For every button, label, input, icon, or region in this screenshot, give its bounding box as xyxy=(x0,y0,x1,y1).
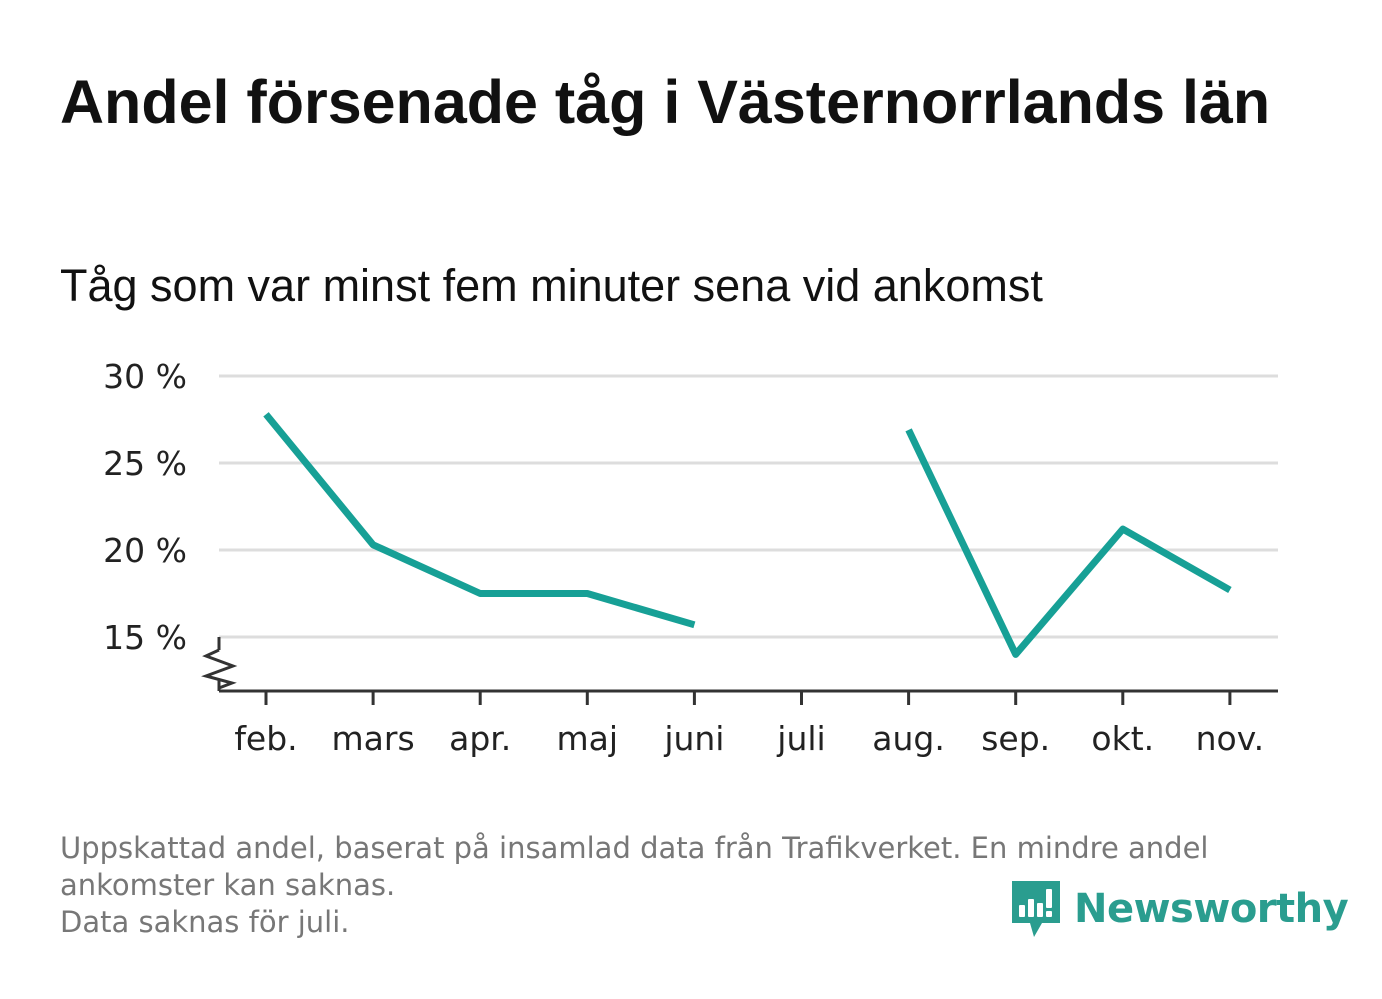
series-line xyxy=(263,412,696,629)
x-tick-label: okt. xyxy=(1091,719,1154,758)
axes xyxy=(201,637,1278,693)
y-tick-label: 15 % xyxy=(103,618,187,657)
x-tick-label: apr. xyxy=(449,719,511,758)
x-tick-label: juli xyxy=(776,719,825,758)
brand-logo: Newsworthy xyxy=(1010,878,1349,940)
x-ticks: feb. mars apr. maj juni juli aug. sep. okt. nov. xyxy=(234,691,1264,758)
chart-title: Andel försenade tåg i Västernorrlands lä… xyxy=(60,68,1271,136)
y-tick-label: 25 % xyxy=(103,444,187,483)
newsworthy-logo-icon xyxy=(1012,881,1060,937)
footnote-line-1: Uppskattad andel, baserat på insamlad da… xyxy=(60,831,1209,865)
x-tick-label: juni xyxy=(663,719,724,758)
footnote: Uppskattad andel, baserat på insamlad da… xyxy=(60,830,1320,941)
y-tick-label: 30 % xyxy=(103,357,187,396)
y-tick-labels: 15 % 20 % 25 % 30 % xyxy=(103,357,187,657)
footnote-line-2: ankomster kan saknas. xyxy=(60,868,396,902)
series-line xyxy=(905,428,1232,658)
x-tick-label: nov. xyxy=(1196,719,1265,758)
x-tick-label: sep. xyxy=(981,719,1050,758)
brand-name: Newsworthy xyxy=(1074,886,1349,932)
chart-subtitle: Tåg som var minst fem minuter sena vid a… xyxy=(60,260,1043,311)
x-tick-label: aug. xyxy=(872,719,945,758)
x-tick-label: mars xyxy=(332,719,415,758)
x-tick-label: maj xyxy=(557,719,619,758)
y-tick-label: 20 % xyxy=(103,531,187,570)
x-tick-label: feb. xyxy=(234,719,297,758)
series-lines xyxy=(263,412,1232,658)
gridlines xyxy=(219,374,1278,639)
axis-break-symbol xyxy=(201,648,238,690)
footnote-line-3: Data saknas för juli. xyxy=(60,905,350,939)
